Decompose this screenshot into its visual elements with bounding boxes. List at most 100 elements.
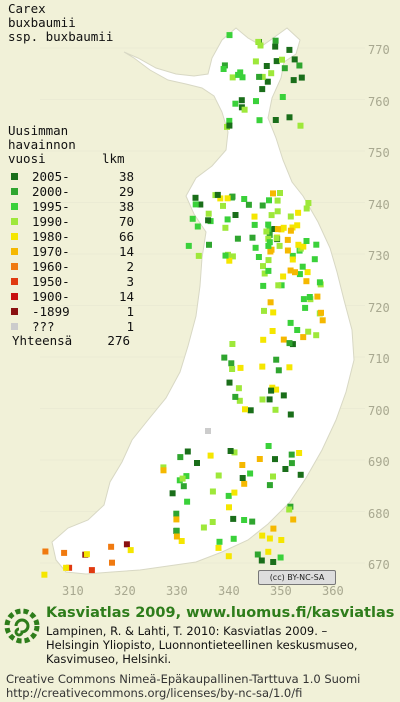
observation-square (222, 252, 229, 259)
observation-square (237, 69, 244, 76)
observation-square (266, 197, 272, 204)
observation-square (209, 519, 216, 525)
legend-swatch (11, 218, 18, 225)
legend-count: 66 (118, 229, 134, 244)
footer-title[interactable]: Kasviatlas 2009, www.luomus.fi/kasviatla… (46, 605, 395, 621)
observation-square (256, 117, 263, 124)
observation-square (194, 460, 200, 466)
observation-square (269, 328, 276, 334)
observation-square (259, 396, 266, 403)
legend-period: 1970- (32, 244, 70, 259)
observation-square (266, 231, 273, 238)
observation-square (253, 98, 259, 105)
observation-square (225, 492, 232, 499)
observation-square (252, 244, 259, 251)
observation-square (287, 267, 294, 274)
observation-square (226, 257, 233, 264)
legend-col-year: vuosi (8, 151, 46, 166)
observation-square (282, 466, 289, 472)
legend-row: 1995- 38 (8, 200, 134, 214)
observation-square (297, 122, 304, 129)
observation-square (42, 548, 49, 555)
observation-square (247, 407, 254, 414)
observation-square (205, 428, 211, 434)
observation-square (108, 543, 115, 550)
observation-square (295, 209, 302, 216)
observation-square (226, 32, 233, 39)
observation-square (289, 252, 296, 259)
observation-square (195, 252, 202, 259)
legend-row: 1990- 70 (8, 215, 134, 229)
legend-swatch (11, 188, 18, 195)
observation-square (241, 480, 248, 487)
observation-square (215, 472, 222, 479)
footer-license-1: Creative Commons Nimeä-Epäkaupallinen-Ta… (6, 672, 361, 686)
legend-col-count: lkm (102, 151, 125, 166)
observation-square (300, 334, 307, 341)
observation-square (247, 470, 254, 477)
observation-square (266, 227, 273, 233)
observation-square (217, 195, 224, 202)
y-axis-label: 730 (368, 249, 390, 263)
observation-square (287, 213, 294, 220)
observation-square (305, 328, 312, 335)
legend-heading-2: havainnon (8, 137, 76, 152)
observation-square (284, 236, 291, 243)
observation-square (226, 117, 233, 124)
observation-square (256, 456, 263, 462)
footer-citation-1: Lampinen, R. & Lahti, T. 2010: Kasviatla… (46, 624, 328, 638)
observation-square (313, 241, 320, 248)
y-axis-label: 690 (368, 455, 390, 469)
observation-square (270, 559, 277, 565)
observation-square (257, 42, 264, 49)
footer (0, 600, 400, 702)
observation-square (214, 191, 221, 198)
observation-square (272, 406, 279, 413)
observation-square (63, 564, 70, 571)
observation-square (228, 194, 235, 201)
observation-square (273, 235, 280, 242)
observation-square (296, 62, 303, 69)
observation-square (228, 360, 235, 367)
observation-square (268, 212, 275, 219)
observation-square (319, 317, 326, 324)
observation-square (249, 518, 256, 525)
observation-square (281, 65, 288, 72)
observation-square (194, 223, 201, 230)
observation-square (265, 221, 272, 228)
observation-square (265, 257, 272, 264)
footer-license-link[interactable]: http://creativecommons.org/licenses/by-n… (6, 686, 303, 700)
observation-square (231, 489, 238, 496)
legend-swatch (11, 278, 18, 285)
observation-square (305, 200, 312, 206)
observation-square (279, 94, 286, 100)
observation-square (286, 114, 293, 121)
observation-square (311, 256, 318, 263)
observation-square (260, 263, 266, 270)
observation-square (279, 56, 285, 63)
footer-citation-3: Kasvimuseo, Helsinki. (46, 652, 172, 666)
observation-square (251, 221, 258, 228)
observation-square (207, 452, 214, 459)
species-name-line2: buxbaumii (8, 15, 76, 30)
legend-period: 2000- (32, 184, 70, 199)
observation-square (205, 210, 212, 217)
legend-period: -1899 (32, 304, 70, 319)
observation-square (268, 246, 275, 253)
x-axis-label: 330 (166, 584, 188, 598)
observation-square (286, 340, 293, 347)
legend-swatch (11, 308, 18, 315)
observation-square (225, 553, 232, 560)
x-axis-label: 360 (322, 584, 344, 598)
species-name-line1: Carex (8, 1, 46, 16)
observation-square (192, 201, 199, 208)
cc-license-badge[interactable]: (cc) BY-NC-SA (258, 570, 336, 585)
observation-square (216, 538, 223, 545)
observation-square (268, 387, 275, 394)
legend-count: 38 (118, 199, 134, 214)
observation-square (313, 332, 320, 339)
observation-square (41, 571, 48, 578)
observation-square (270, 525, 277, 532)
observation-square (288, 451, 295, 458)
observation-square (235, 385, 242, 392)
